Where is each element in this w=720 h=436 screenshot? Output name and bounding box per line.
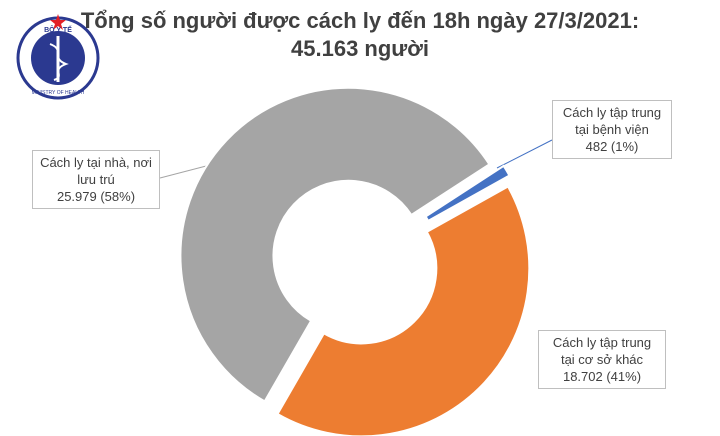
slice <box>179 86 491 403</box>
category-label: Cách ly tại nhà, nơi lưu trú <box>40 155 152 187</box>
data-label: Cách ly tại nhà, nơi lưu trú 25.979 (58%) <box>32 150 160 209</box>
logo-snake <box>49 43 69 81</box>
leader-line <box>159 164 211 179</box>
chart-subtitle: 45.163 người <box>291 36 429 61</box>
slice <box>424 164 511 223</box>
logo-top: BỘ Y TẾ <box>44 24 72 34</box>
category-label: Cách ly tập trung tại cơ sở khác <box>552 335 652 367</box>
value-label: 482 (1%) <box>585 139 639 154</box>
logo: BỘ Y TẾ MINISTRY OF HEALTH <box>16 14 100 100</box>
value-label: 18.702 (41%) <box>562 369 642 384</box>
slice <box>276 185 531 436</box>
data-label: Cách ly tập trung tại bệnh viện 482 (1%) <box>552 100 672 159</box>
data-label: Cách ly tập trung tại cơ sở khác 18.702 (… <box>538 330 666 389</box>
chart-title: Tổng số người được cách ly đến 18h ngày … <box>80 8 640 33</box>
category-label: Cách ly tập trung tại bệnh viện <box>562 105 662 137</box>
logo-star <box>50 14 66 30</box>
leader-line <box>496 139 553 169</box>
logo-bottom: MINISTRY OF HEALTH <box>32 90 85 96</box>
value-label: 25.979 (58%) <box>56 189 136 204</box>
